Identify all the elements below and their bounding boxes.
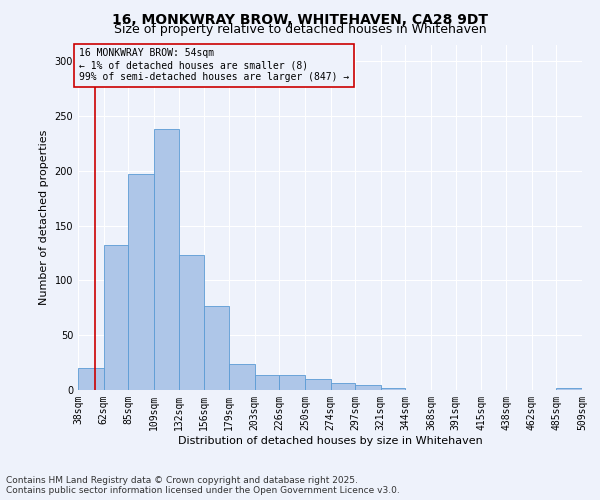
Bar bbox=[305, 379, 331, 390]
Text: Contains HM Land Registry data © Crown copyright and database right 2025.
Contai: Contains HM Land Registry data © Crown c… bbox=[6, 476, 400, 495]
Text: 16, MONKWRAY BROW, WHITEHAVEN, CA28 9DT: 16, MONKWRAY BROW, WHITEHAVEN, CA28 9DT bbox=[112, 12, 488, 26]
Bar bbox=[355, 384, 381, 390]
Bar bbox=[331, 384, 355, 390]
Text: 16 MONKWRAY BROW: 54sqm
← 1% of detached houses are smaller (8)
99% of semi-deta: 16 MONKWRAY BROW: 54sqm ← 1% of detached… bbox=[79, 48, 349, 82]
Bar bbox=[154, 130, 179, 390]
Bar bbox=[104, 246, 128, 390]
Bar bbox=[229, 364, 254, 390]
Bar bbox=[279, 374, 305, 390]
Bar bbox=[556, 388, 582, 390]
Bar bbox=[179, 256, 204, 390]
Bar bbox=[254, 374, 279, 390]
Bar bbox=[204, 306, 229, 390]
Text: Size of property relative to detached houses in Whitehaven: Size of property relative to detached ho… bbox=[113, 22, 487, 36]
Bar bbox=[128, 174, 154, 390]
X-axis label: Distribution of detached houses by size in Whitehaven: Distribution of detached houses by size … bbox=[178, 436, 482, 446]
Bar bbox=[381, 388, 406, 390]
Bar bbox=[78, 368, 104, 390]
Y-axis label: Number of detached properties: Number of detached properties bbox=[39, 130, 49, 305]
